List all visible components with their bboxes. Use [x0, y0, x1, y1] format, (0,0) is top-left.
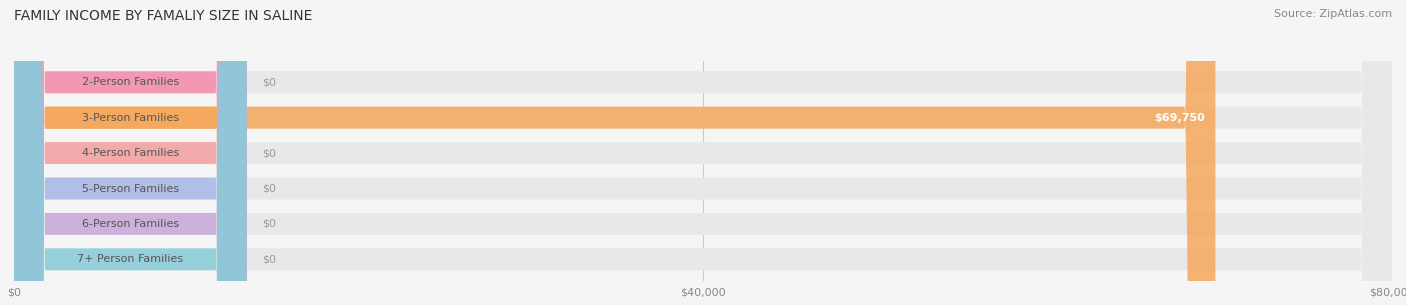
FancyBboxPatch shape [14, 0, 1392, 305]
Text: $0: $0 [262, 254, 276, 264]
Text: $69,750: $69,750 [1154, 113, 1205, 123]
FancyBboxPatch shape [14, 0, 1392, 305]
Text: 2-Person Families: 2-Person Families [82, 77, 179, 87]
FancyBboxPatch shape [14, 0, 246, 305]
Text: $0: $0 [262, 184, 276, 193]
FancyBboxPatch shape [14, 0, 246, 305]
FancyBboxPatch shape [14, 0, 1215, 305]
FancyBboxPatch shape [14, 0, 246, 305]
FancyBboxPatch shape [14, 0, 246, 305]
FancyBboxPatch shape [14, 0, 1392, 305]
FancyBboxPatch shape [14, 0, 246, 305]
Text: 6-Person Families: 6-Person Families [82, 219, 179, 229]
FancyBboxPatch shape [14, 0, 1392, 305]
Text: $0: $0 [262, 148, 276, 158]
Text: 7+ Person Families: 7+ Person Families [77, 254, 183, 264]
Text: 4-Person Families: 4-Person Families [82, 148, 179, 158]
Text: Source: ZipAtlas.com: Source: ZipAtlas.com [1274, 9, 1392, 19]
Text: FAMILY INCOME BY FAMALIY SIZE IN SALINE: FAMILY INCOME BY FAMALIY SIZE IN SALINE [14, 9, 312, 23]
FancyBboxPatch shape [14, 0, 1392, 305]
Text: 5-Person Families: 5-Person Families [82, 184, 179, 193]
Text: 3-Person Families: 3-Person Families [82, 113, 179, 123]
FancyBboxPatch shape [14, 0, 246, 305]
FancyBboxPatch shape [14, 0, 1392, 305]
Text: $0: $0 [262, 77, 276, 87]
Text: $0: $0 [262, 219, 276, 229]
